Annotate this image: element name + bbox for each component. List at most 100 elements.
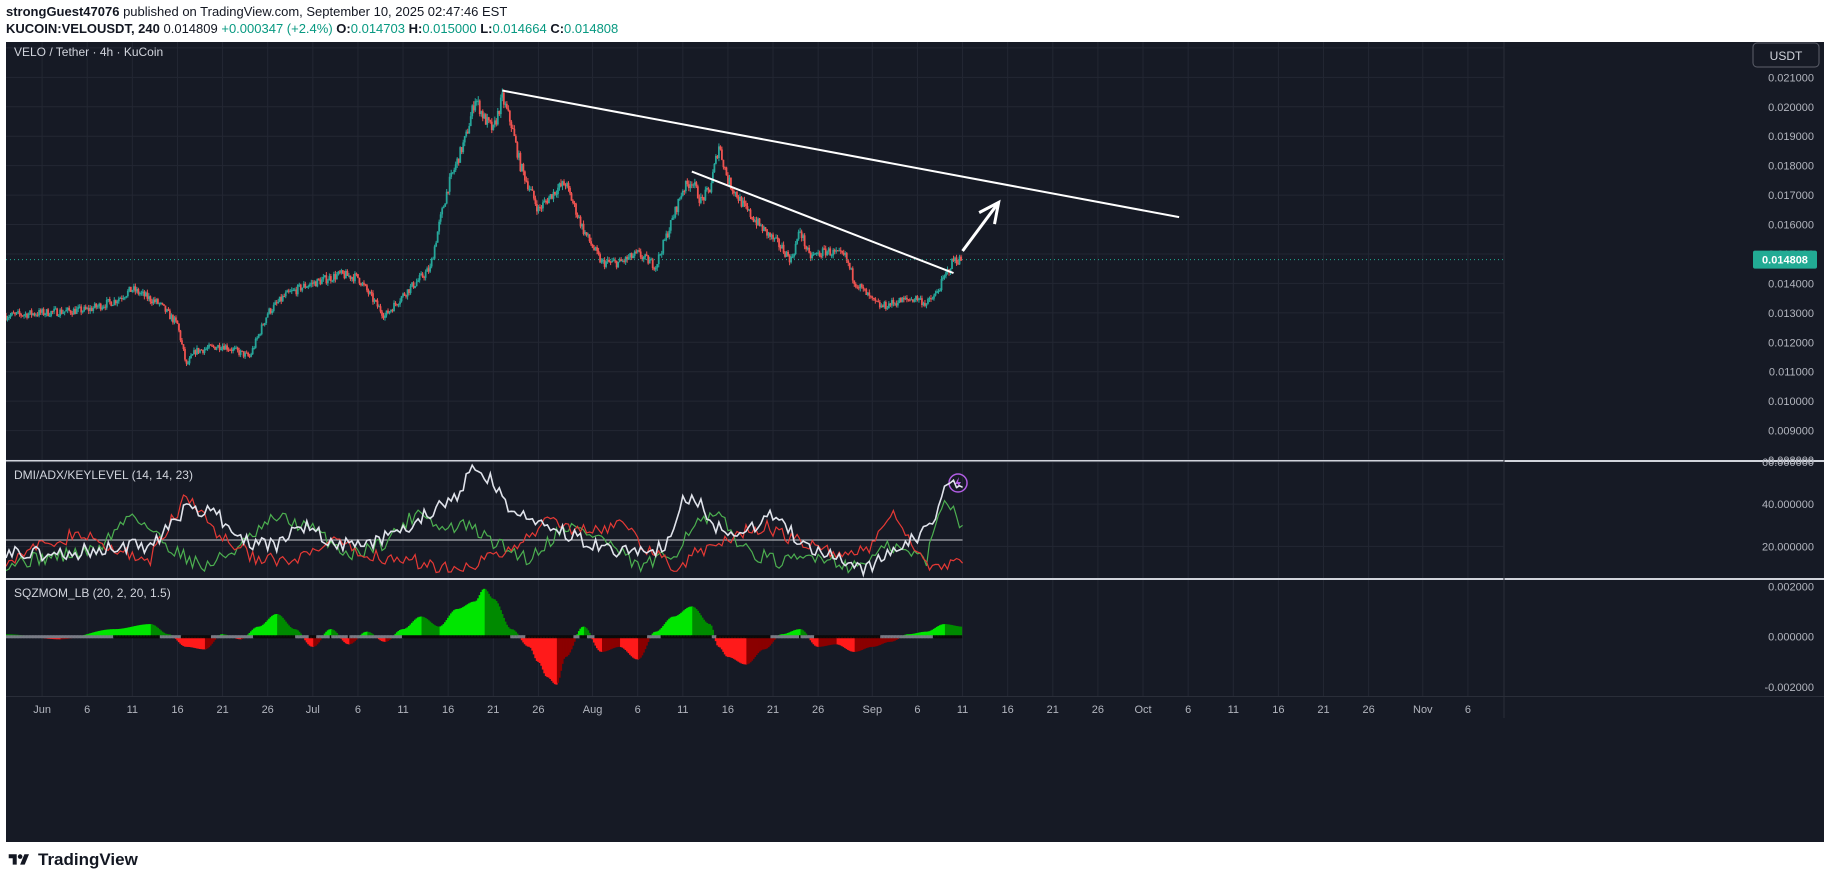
sqz-bar xyxy=(123,628,126,637)
squeeze-dot xyxy=(158,635,161,639)
squeeze-dot xyxy=(429,635,432,639)
squeeze-dot xyxy=(162,635,166,639)
candle-body xyxy=(681,190,684,196)
squeeze-dot xyxy=(418,635,421,639)
sqz-bar xyxy=(695,609,698,637)
chart-canvas[interactable]: 0.0220000.0210000.0200000.0190000.018000… xyxy=(6,42,1824,842)
candle-body xyxy=(516,142,519,158)
candle-body xyxy=(671,218,674,221)
trendline[interactable] xyxy=(502,89,1180,219)
candle-body xyxy=(624,256,627,262)
squeeze-dot xyxy=(877,635,880,639)
sqz-bar xyxy=(435,625,438,637)
squeeze-dot xyxy=(301,635,304,639)
candle-body xyxy=(639,251,642,258)
candle-body xyxy=(123,297,126,299)
squeeze-dot xyxy=(480,635,483,639)
currency-button[interactable] xyxy=(1752,42,1820,68)
squeeze-dot xyxy=(608,635,611,639)
squeeze-dot xyxy=(881,635,884,639)
candle-body xyxy=(257,334,260,338)
candle-body xyxy=(77,307,80,309)
squeeze-dot xyxy=(251,635,254,639)
squeeze-dot xyxy=(714,635,717,639)
sqz-bar xyxy=(286,623,289,637)
squeeze-dot xyxy=(421,635,424,639)
squeeze-dot xyxy=(474,635,477,639)
squeeze-dot xyxy=(299,635,302,639)
squeeze-dot xyxy=(507,635,510,639)
sqz-bar xyxy=(932,628,936,637)
sqz-bar xyxy=(651,633,654,637)
candle-body xyxy=(39,310,42,313)
trendline[interactable] xyxy=(691,170,954,275)
sqz-bar xyxy=(847,636,850,650)
price-change: +0.000347 (+2.4%) xyxy=(221,21,333,36)
squeeze-dot xyxy=(335,635,338,639)
candle-body xyxy=(960,256,962,261)
candle-body xyxy=(716,156,719,159)
time-axis-label: 16 xyxy=(1272,704,1284,716)
candle-body xyxy=(800,231,803,239)
squeeze-dot xyxy=(140,635,143,639)
sqz-bar xyxy=(708,624,711,637)
candle-body xyxy=(656,264,659,268)
squeeze-dot xyxy=(319,635,322,639)
squeeze-dot xyxy=(48,635,51,639)
squeeze-dot xyxy=(289,635,292,639)
candle-body xyxy=(841,250,844,253)
squeeze-dot xyxy=(624,635,627,639)
sqz-bar xyxy=(916,632,919,637)
candle-body xyxy=(600,260,603,263)
candle-body xyxy=(223,345,225,350)
squeeze-dot xyxy=(498,635,501,639)
squeeze-dot xyxy=(916,635,919,639)
squeeze-dot xyxy=(902,635,905,639)
author-name[interactable]: strongGuest47076 xyxy=(6,4,120,19)
candle-body xyxy=(754,220,756,222)
squeeze-dot xyxy=(287,635,290,639)
candle-body xyxy=(48,315,51,317)
candle-body xyxy=(602,260,604,262)
chart-area[interactable]: 0.0220000.0210000.0200000.0190000.018000… xyxy=(6,42,1824,842)
candle-body xyxy=(745,203,747,207)
candle-body xyxy=(9,315,12,317)
squeeze-dot xyxy=(552,635,555,639)
candle-body xyxy=(865,289,868,296)
squeeze-dot xyxy=(815,635,818,639)
squeeze-dot xyxy=(228,635,232,639)
squeeze-dot xyxy=(265,635,268,639)
sqz-bar xyxy=(293,629,296,637)
candle-body xyxy=(784,252,786,257)
squeeze-dot xyxy=(735,635,739,639)
squeeze-dot xyxy=(513,635,516,639)
candle-body xyxy=(695,182,698,187)
sqz-bar xyxy=(474,601,477,637)
candle-body xyxy=(875,300,878,302)
squeeze-dot xyxy=(791,635,794,639)
candle-body xyxy=(758,218,761,226)
arrow-shaft[interactable] xyxy=(961,201,1000,252)
squeeze-dot xyxy=(245,635,248,639)
sqz-bar xyxy=(744,636,748,665)
squeeze-dot xyxy=(350,635,354,639)
candle-body xyxy=(430,258,433,267)
candle-body xyxy=(526,181,529,190)
candle-body xyxy=(505,103,508,109)
squeeze-dot xyxy=(404,635,408,639)
candle-body xyxy=(779,247,782,249)
candle-body xyxy=(448,176,451,192)
squeeze-dot xyxy=(567,635,570,639)
sqz-bar xyxy=(696,610,699,637)
sqz-bar xyxy=(765,636,769,649)
arrow-head[interactable] xyxy=(978,199,1001,225)
candle-body xyxy=(202,349,204,353)
candle-body xyxy=(444,203,447,207)
squeeze-dot xyxy=(108,635,111,639)
squeeze-dot xyxy=(156,635,160,639)
candle-body xyxy=(286,290,289,293)
currency-button-label[interactable]: USDT xyxy=(1770,49,1803,63)
candle-body xyxy=(523,171,526,181)
sqz-bar xyxy=(856,636,859,652)
candle-body xyxy=(104,306,107,308)
